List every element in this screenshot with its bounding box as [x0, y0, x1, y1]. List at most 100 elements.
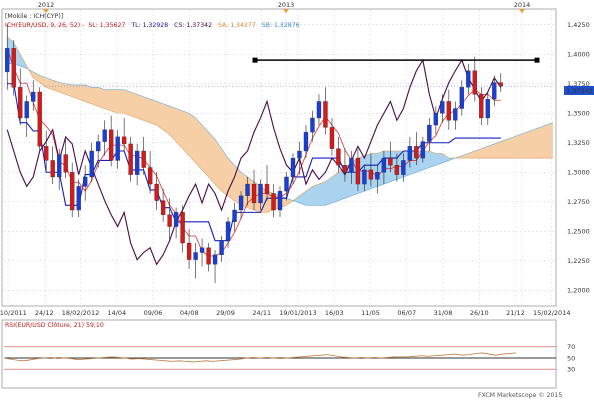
candle-body [37, 91, 42, 147]
sl-value: SL: 1,35627 [88, 22, 125, 29]
candle-body [375, 172, 380, 180]
candle-body [251, 183, 257, 204]
candle-body [336, 148, 341, 166]
cloud-segment [539, 124, 547, 159]
cloud-segment [526, 129, 534, 159]
cloud-segment [91, 87, 99, 107]
cloud-segment [188, 112, 196, 164]
candle-body [173, 212, 179, 227]
price-tag-box [564, 86, 594, 95]
x-tick-label: 16/03 [325, 309, 344, 317]
x-tick-label: 09/06 [144, 309, 163, 317]
candle-body [212, 254, 218, 265]
resistance-handle [252, 57, 258, 63]
candle-body [433, 113, 439, 126]
candle-body [102, 129, 107, 142]
candle-body [245, 183, 250, 197]
candle-body [485, 98, 490, 119]
cloud-segment [312, 183, 320, 206]
rsi-level-label: 50 [567, 354, 575, 362]
chikou-span-line [6, 58, 502, 266]
y-tick-label: 1,2500 [567, 228, 590, 236]
year-marker-arrow [519, 9, 525, 13]
candle-body [115, 136, 120, 161]
cloud-segment [494, 141, 501, 159]
candle-body [264, 183, 270, 194]
candle-body [24, 101, 29, 119]
candle-body [401, 160, 406, 175]
candle-body [57, 154, 62, 178]
rsi-level-label: 70 [567, 343, 575, 351]
candle-body [492, 82, 497, 100]
candle-body [31, 91, 36, 102]
candle-body [479, 94, 484, 119]
cloud-segment [429, 150, 437, 168]
cloud-segment [149, 98, 157, 126]
kijun-sen-line [7, 83, 501, 242]
x-tick-label: 15/10/2011 [0, 309, 27, 317]
cloud-segment [143, 96, 151, 123]
candle-body [193, 252, 198, 260]
candle-body [147, 167, 153, 185]
candle-body [355, 157, 361, 185]
x-tick-label: 26/10 [470, 309, 489, 317]
candle-body [466, 70, 471, 88]
candle-body [472, 70, 477, 95]
candle-body [388, 157, 393, 166]
candle-body [63, 154, 68, 173]
ichimoku-legend: ICH(EUR/USD, 9, 26, 52) - SL: 1,35627 TL… [5, 22, 300, 29]
candle-body [394, 165, 400, 175]
candle-body [362, 169, 367, 185]
candle-body [160, 200, 166, 215]
tl-value: TL: 1,32928 [130, 22, 168, 29]
candle-body [180, 212, 185, 244]
candle-body [44, 146, 49, 161]
candle-body [271, 193, 276, 211]
candle-body [76, 186, 81, 211]
candle-body [453, 108, 458, 121]
x-tick-label: 11/05 [361, 309, 380, 317]
candle-body [167, 214, 172, 227]
candle-body [368, 169, 374, 180]
x-tick-label: 29/09 [216, 309, 235, 317]
x-tick-label: 18/02/2012 [62, 309, 99, 317]
candle-body [186, 242, 192, 260]
candle-body [96, 141, 101, 152]
x-tick-label: 14/04 [107, 309, 126, 317]
y-tick-label: 1,3000 [567, 169, 590, 177]
cloud-segment [318, 181, 326, 206]
year-label: 2012 [38, 1, 55, 9]
rsi-line [3, 352, 517, 363]
candle-body [290, 157, 296, 178]
y-tick-label: 1,2250 [567, 257, 590, 265]
candle-body [316, 101, 322, 119]
sb-value: SB: 1,32876 [262, 22, 300, 29]
candle-body [284, 176, 289, 192]
candle-body [446, 101, 452, 121]
cloud-segment [104, 89, 112, 112]
cloud-segment [110, 89, 118, 114]
cloud-segment [513, 134, 521, 159]
candle-body [108, 129, 114, 161]
x-tick-label: 19/01/2013 [279, 309, 316, 317]
candle-body [498, 82, 503, 87]
x-tick-label: 24/12 [35, 309, 54, 317]
cloud-segment [331, 171, 339, 204]
cloud-segment [201, 124, 209, 178]
candle-body [407, 146, 413, 161]
y-tick-label: 1,2750 [567, 198, 590, 206]
rsi-label: RSI(EUR/USD Clôture, 21) 59,10 [5, 321, 104, 329]
candle-body [258, 183, 263, 204]
candlesticks [5, 24, 503, 284]
x-tick-label: 21/12 [506, 309, 525, 317]
cloud-segment [97, 87, 105, 109]
cloud-segment [123, 89, 131, 116]
cloud-segment [195, 117, 203, 171]
cloud-segment [78, 84, 86, 102]
date-axis: 15/10/2011 24/12 18/02/2012 14/04 09/06 04/08… [0, 309, 570, 317]
symbol-label: [Mokile : ICH(CYP)] [5, 13, 63, 20]
sa-value: SA: 1,34277 [218, 22, 256, 29]
candle-body [459, 87, 464, 109]
candle-body [70, 172, 75, 211]
